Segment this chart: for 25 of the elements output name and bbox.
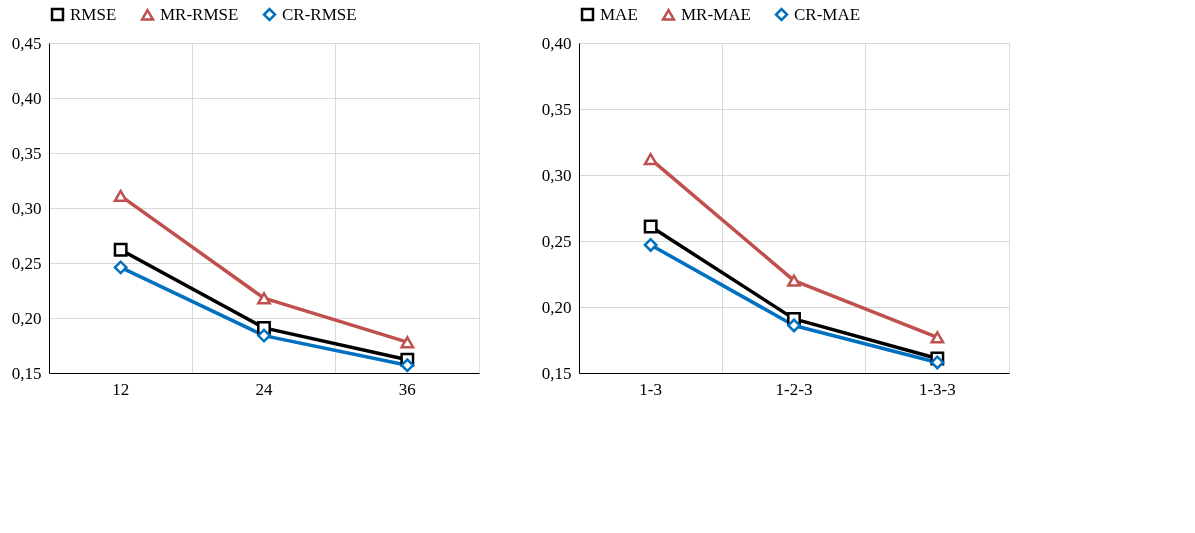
y-tick-label: 0,25 — [541, 231, 572, 251]
x-tick-label: 24 — [255, 379, 273, 399]
x-tick-label: 1-3-3 — [918, 379, 956, 399]
y-tick-label: 0,35 — [541, 99, 572, 119]
legend-label: MR-RMSE — [160, 4, 239, 24]
y-tick-label: 0,30 — [541, 165, 572, 185]
y-tick-label: 0,40 — [11, 88, 42, 108]
y-tick-label: 0,35 — [11, 143, 42, 163]
y-tick-label: 0,15 — [11, 363, 42, 383]
legend-label: MR-MAE — [681, 4, 751, 24]
y-tick-label: 0,20 — [11, 308, 42, 328]
y-tick-label: 0,25 — [11, 253, 42, 273]
y-tick-label: 0,45 — [11, 33, 42, 53]
legend-label: RMSE — [70, 4, 117, 24]
y-tick-label: 0,20 — [541, 297, 572, 317]
y-tick-label: 0,30 — [11, 198, 42, 218]
legend-label: CR-RMSE — [282, 4, 357, 24]
x-tick-label: 1-2-3 — [775, 379, 813, 399]
x-tick-label: 12 — [112, 379, 130, 399]
legend-label: CR-MAE — [794, 4, 861, 24]
x-tick-label: 1-3 — [639, 379, 662, 399]
legend-label: MAE — [600, 4, 638, 24]
x-tick-label: 36 — [398, 379, 416, 399]
y-tick-label: 0,15 — [541, 363, 572, 383]
y-tick-label: 0,40 — [541, 33, 572, 53]
